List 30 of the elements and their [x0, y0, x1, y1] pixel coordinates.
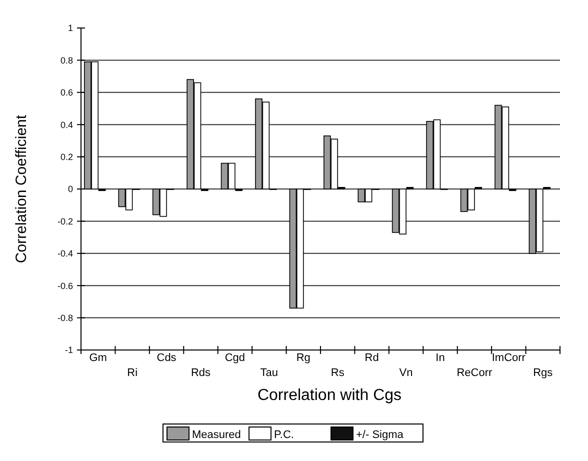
legend-label: P.C.	[274, 429, 294, 441]
y-tick-label: 0.8	[60, 55, 73, 66]
x-tick-label: ReCorr	[456, 367, 493, 379]
x-tick-label: Rgs	[533, 367, 554, 379]
y-tick-label: 0	[68, 184, 73, 194]
y-tick-label: 0.2	[60, 152, 73, 162]
x-tick-label: Rds	[190, 367, 212, 379]
x-tick-label: In	[436, 352, 445, 364]
y-tick-label: 0.4	[60, 120, 73, 130]
x-tick-label: Vn	[399, 367, 413, 379]
x-tick-label: Tau	[260, 367, 278, 379]
y-tick-label: -0.6	[57, 280, 73, 291]
x-tick-label: ImCorr	[492, 352, 526, 364]
x-axis-title: Correlation with Cgs	[257, 387, 402, 404]
y-axis-title: Correlation Coefficient	[13, 114, 30, 264]
y-tick-label: -1	[64, 345, 73, 356]
y-tick-label: 1	[68, 23, 73, 34]
x-tick-label: Rg	[296, 352, 310, 364]
y-tick-label: -0.8	[57, 312, 73, 323]
y-tick-label: 0.6	[60, 88, 73, 98]
legend-label: Measured	[192, 429, 241, 441]
y-tick-label: -0.4	[57, 248, 73, 259]
x-tick-label: Rs	[330, 367, 345, 379]
y-tick-label: -0.2	[57, 216, 73, 226]
x-tick-label: Gm	[89, 352, 107, 364]
legend-label: +/- Sigma	[356, 429, 404, 441]
x-tick-label: Rd	[364, 352, 379, 364]
x-tick-label: Cds	[156, 352, 177, 364]
x-tick-label: Cgd	[224, 352, 246, 364]
x-tick-label: Ri	[127, 367, 138, 379]
